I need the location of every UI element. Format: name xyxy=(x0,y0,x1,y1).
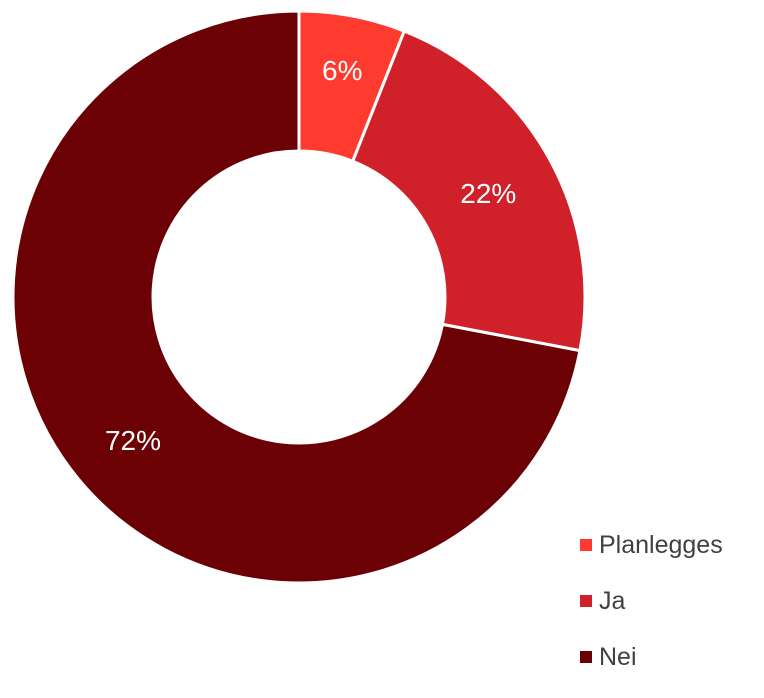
legend-swatch-nei xyxy=(580,651,592,663)
legend-label-ja: Ja xyxy=(599,586,626,615)
legend-item-ja: Ja xyxy=(580,586,764,616)
donut-slice-nei xyxy=(11,9,582,585)
legend-label-planlegges: Planlegges xyxy=(599,530,723,559)
legend-swatch-planlegges xyxy=(580,539,592,551)
data-label-nei: 72% xyxy=(105,425,161,456)
legend: Planlegges Ja Nei xyxy=(580,530,764,698)
donut-data-labels: 6% 22% 72% xyxy=(105,55,516,456)
donut-slice-ja xyxy=(350,29,587,353)
donut-slices xyxy=(11,9,587,585)
legend-label-nei: Nei xyxy=(599,642,637,671)
legend-swatch-ja xyxy=(580,595,592,607)
legend-item-planlegges: Planlegges xyxy=(580,530,764,560)
donut-chart: 6% 22% 72% xyxy=(11,9,587,585)
legend-item-nei: Nei xyxy=(580,642,764,672)
data-label-ja: 22% xyxy=(460,178,516,209)
data-label-planlegges: 6% xyxy=(322,55,362,86)
